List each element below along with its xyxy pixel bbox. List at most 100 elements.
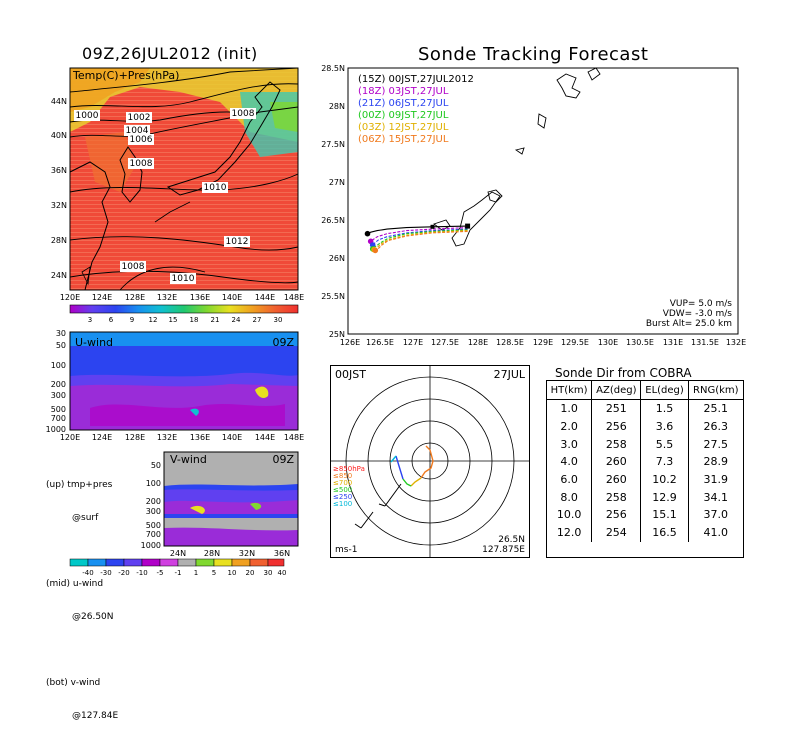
wind-colorbar-tick: 30 bbox=[264, 569, 273, 577]
lon-tick-label: 131E bbox=[663, 338, 683, 347]
lon-tick-label: 124E bbox=[92, 433, 112, 442]
pressure-tick-label: 30 bbox=[56, 329, 66, 338]
lat-tick-label: 28N bbox=[204, 549, 220, 558]
hodograph-panel: 00JST 27JUL ≥850hPa ≤850 ≤700 ≤500 ≤250 … bbox=[330, 365, 530, 558]
wind-colorbar-tick: 10 bbox=[228, 569, 237, 577]
lon-tick-label: 148E bbox=[284, 433, 304, 442]
burst-altitude: Burst Alt= 25.0 km bbox=[646, 319, 732, 329]
isobar-label: 1008 bbox=[122, 262, 145, 272]
column-header: HT(km) bbox=[547, 381, 592, 400]
track-legend-entry: (00Z) 09JST,27JUL bbox=[358, 110, 449, 121]
init-time-title: 09Z,26JUL2012 (init) bbox=[82, 44, 258, 63]
table-cell: 6.0 bbox=[560, 473, 578, 487]
notes-block: (up) tmp+pres @surf (mid) u-wind @26.50N… bbox=[46, 458, 118, 733]
track-legend-entry: (06Z) 15JST,27JUL bbox=[358, 134, 449, 145]
lat-tick-label: 32N bbox=[239, 549, 255, 558]
lon-tick-label: 128E bbox=[468, 338, 488, 347]
colorbar-tick-label: 3 bbox=[88, 316, 92, 324]
sonde-table-title: Sonde Dir from COBRA bbox=[555, 366, 692, 380]
table-cell: 7.3 bbox=[640, 453, 689, 471]
isobar-label: 1010 bbox=[204, 183, 227, 193]
table-cell: 251 bbox=[591, 399, 641, 418]
table-cell: 8.0 bbox=[560, 490, 578, 504]
track-legend-entry: (18Z) 03JST,27JUL bbox=[358, 86, 449, 97]
lon-tick-label: 131.5E bbox=[691, 338, 719, 347]
isobar-label: 1010 bbox=[172, 274, 195, 284]
lon-tick-label: 126.5E bbox=[366, 338, 394, 347]
table-cell: 12.0 bbox=[556, 526, 582, 540]
colorbar-tick-label: 24 bbox=[232, 316, 241, 324]
main-title: Sonde Tracking Forecast bbox=[418, 44, 649, 65]
table-cell: 12.9 bbox=[640, 488, 689, 507]
u-wind-svg: U-wind 09Z 30 50 100 200 300 500 700 100… bbox=[46, 329, 305, 442]
hodo-units: ms-1 bbox=[335, 545, 357, 555]
table-cell: 3.6 bbox=[640, 417, 689, 436]
lat-tick-label: 26N bbox=[329, 254, 345, 263]
lon-tick-label: 128E bbox=[125, 433, 145, 442]
lon-tick-label: 130E bbox=[598, 338, 618, 347]
wind-colorbar-tick: -30 bbox=[100, 569, 111, 577]
table-cell: 3.0 bbox=[560, 437, 578, 451]
isobar-label: 1012 bbox=[226, 237, 249, 247]
isobar-label: 1004 bbox=[126, 126, 149, 136]
colorbar-tick-label: 9 bbox=[130, 316, 134, 324]
hodo-level-label: ≤100 bbox=[333, 500, 352, 508]
table-cell: 5.5 bbox=[640, 435, 689, 454]
track-legend-entry: (21Z) 06JST,27JUL bbox=[358, 98, 449, 109]
colorbar-tick-label: 15 bbox=[169, 316, 178, 324]
tracking-chart: (15Z) 00JST,27JUL2012 (18Z) 03JST,27JUL … bbox=[314, 62, 764, 354]
table-cell: 37.0 bbox=[687, 506, 743, 524]
table-row: 12.0 254 16.5 41.0 bbox=[547, 523, 743, 542]
lat-tick-label: 27N bbox=[329, 178, 345, 187]
table-cell: 25.1 bbox=[687, 399, 743, 418]
lat-tick-label: 26.5N bbox=[321, 216, 345, 225]
hodograph-svg: 00JST 27JUL ≥850hPa ≤850 ≤700 ≤500 ≤250 … bbox=[331, 366, 529, 557]
colorbar-tick-label: 12 bbox=[149, 316, 158, 324]
table-cell: 1.0 bbox=[560, 402, 578, 416]
lon-tick-label: 127E bbox=[403, 338, 423, 347]
hodo-level-label: ≥850hPa bbox=[333, 465, 365, 473]
isobar-label: 1002 bbox=[128, 113, 151, 123]
hodo-lat: 26.5N bbox=[498, 535, 525, 545]
lat-tick-label: 25N bbox=[329, 330, 345, 339]
track-series-group bbox=[364, 223, 471, 254]
colorbar-tick-label: 30 bbox=[274, 316, 283, 324]
lon-tick-label: 130.5E bbox=[626, 338, 654, 347]
lon-tick-label: 120E bbox=[60, 293, 80, 302]
colorbar-tick-label: 27 bbox=[253, 316, 262, 324]
pressure-tick-label: 50 bbox=[151, 461, 161, 470]
wind-colorbar-tick: 5 bbox=[212, 569, 216, 577]
lat-tick-label: 32N bbox=[51, 201, 67, 210]
table-row: 8.0 258 12.9 34.1 bbox=[547, 488, 743, 507]
hodo-level-label: ≤250 bbox=[333, 493, 352, 501]
hodo-level-label: ≤500 bbox=[333, 486, 352, 494]
table-cell: 15.1 bbox=[640, 506, 689, 524]
lat-tick-label: 28N bbox=[329, 102, 345, 111]
map-panel-label: Temp(C)+Pres(hPa) bbox=[72, 69, 179, 82]
hodo-time-left: 00JST bbox=[335, 368, 366, 381]
table-cell: 260 bbox=[591, 470, 641, 489]
lon-tick-label: 128.5E bbox=[496, 338, 524, 347]
table-header-row: HT(km) AZ(deg) EL(deg) RNG(km) bbox=[547, 381, 743, 400]
isobar-label: 1006 bbox=[130, 135, 153, 145]
table-cell: 4.0 bbox=[560, 455, 578, 469]
table-cell: 258 bbox=[591, 435, 641, 454]
colorbar-tick-label: 18 bbox=[190, 316, 199, 324]
surface-map-chart: 1000 1002 1004 1006 1008 1008 1010 1012 … bbox=[30, 62, 305, 326]
track-midpoint-marker bbox=[430, 224, 435, 229]
hodo-time-right: 27JUL bbox=[494, 368, 526, 381]
note-mid-level: @26.50N bbox=[72, 612, 114, 622]
lon-tick-label: 127.5E bbox=[431, 338, 459, 347]
column-header: EL(deg) bbox=[640, 381, 689, 400]
sonde-direction-table: HT(km) AZ(deg) EL(deg) RNG(km) 1.0 251 1.5… bbox=[547, 381, 743, 542]
table-cell: 258 bbox=[591, 488, 641, 507]
lon-tick-label: 126E bbox=[340, 338, 360, 347]
pressure-tick-label: 700 bbox=[146, 530, 161, 539]
wind-colorbar: -40 -30 -20 -10 -5 -1 1 5 10 20 30 40 bbox=[66, 558, 288, 582]
v-wind-svg: V-wind 09Z 50 100 200 300 500 700 1000 2… bbox=[141, 451, 299, 558]
hodo-level-label: ≤850 bbox=[333, 472, 352, 480]
lat-tick-label: 36N bbox=[274, 549, 290, 558]
table-cell: 256 bbox=[591, 506, 641, 524]
lon-tick-label: 132E bbox=[157, 433, 177, 442]
pressure-tick-label: 100 bbox=[51, 361, 66, 370]
